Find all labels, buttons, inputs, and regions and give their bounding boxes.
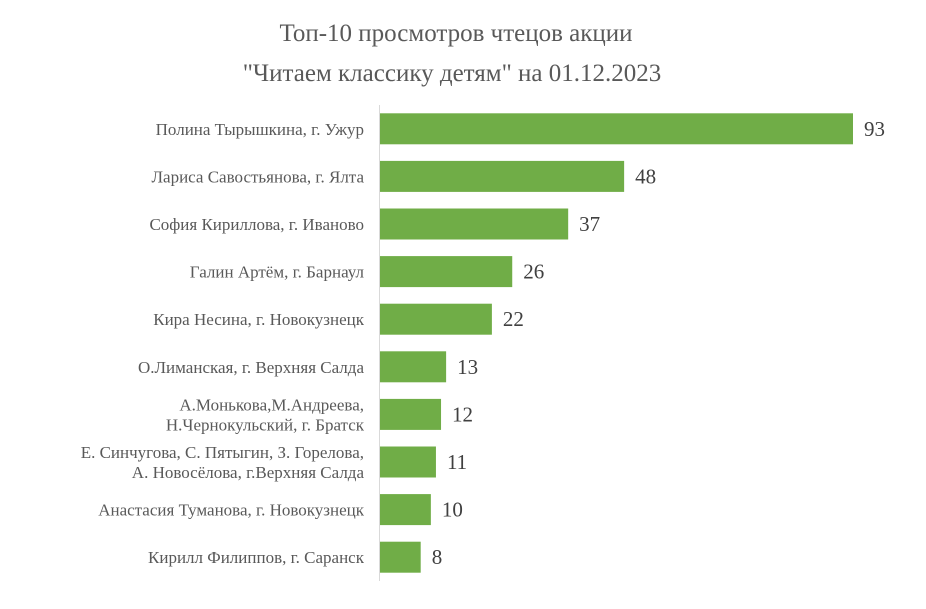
category-label: София Кириллова, г. Иваново <box>149 215 364 234</box>
data-label: 10 <box>442 498 463 522</box>
category-label: А.Монькова,М.Андреева, <box>179 395 364 414</box>
bar <box>380 398 442 430</box>
category-label: Е. Синчугова, С. Пятыгин, З. Горелова, <box>81 443 364 462</box>
category-label: Полина Тырышкина, г. Ужур <box>156 120 364 139</box>
data-label: 13 <box>457 355 478 379</box>
data-label: 93 <box>864 117 885 141</box>
category-label: А. Новосёлова, г.Верхняя Салда <box>132 463 365 482</box>
chart-title-line-1: Топ-10 просмотров чтецов акции <box>279 20 632 47</box>
data-label: 8 <box>432 545 443 569</box>
category-label: Галин Артём, г. Барнаул <box>190 263 365 282</box>
data-label: 37 <box>579 212 600 236</box>
data-label: 26 <box>523 260 544 284</box>
bar <box>380 303 492 335</box>
bar <box>380 446 436 478</box>
category-label: Анастасия Туманова, г. Новокузнецк <box>98 501 365 520</box>
chart-title-line-2: "Читаем классику детям" на 01.12.2023 <box>243 60 662 87</box>
category-label: Кира Несина, г. Новокузнецк <box>153 310 364 329</box>
data-label: 48 <box>635 164 656 188</box>
bar <box>380 113 853 145</box>
bar <box>380 541 421 573</box>
category-label: Кирилл Филиппов, г. Саранск <box>148 548 365 567</box>
data-label: 12 <box>452 402 473 426</box>
bar <box>380 256 513 288</box>
data-label: 22 <box>503 307 524 331</box>
bar <box>380 160 625 192</box>
category-label: О.Лиманская, г. Верхняя Салда <box>138 358 364 377</box>
category-label: Н.Чернокульский, г. Братск <box>166 415 365 434</box>
category-label: Лариса Савостьянова, г. Ялта <box>152 167 365 186</box>
bar <box>380 208 569 240</box>
data-label: 11 <box>447 450 467 474</box>
bar <box>380 351 447 383</box>
bar <box>380 494 431 526</box>
